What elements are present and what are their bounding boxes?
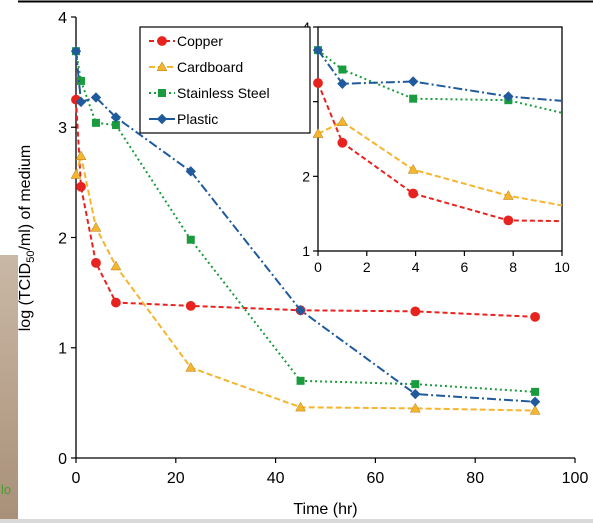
inset-series-line-stainless-steel (317, 49, 563, 114)
main-point-plastic (185, 166, 196, 177)
inset-plot: 02468101234 (302, 19, 570, 275)
main-y-tick-label: 0 (58, 451, 67, 468)
main-series-line-copper (75, 99, 536, 318)
main-point-stainless-steel (76, 76, 85, 85)
legend-label-copper: Copper (177, 33, 223, 49)
main-x-tick-label: 80 (466, 470, 484, 487)
inset-point-copper (408, 188, 419, 199)
main-point-copper (91, 257, 101, 268)
inset-x-tick-label: 10 (554, 259, 570, 275)
legend-label-cardboard: Cardboard (177, 59, 243, 75)
main-series-line-stainless-steel (75, 51, 536, 393)
main-series-line-cardboard (75, 155, 536, 412)
main-point-stainless-steel (531, 387, 540, 396)
main-point-cardboard (110, 260, 122, 271)
y-axis-label-suffix: /ml) of medium (17, 145, 34, 251)
inset-x-tick-label: 8 (509, 259, 517, 275)
main-y-tick-label: 2 (58, 230, 67, 247)
inset-y-tick-label: 1 (302, 243, 310, 259)
x-axis-label: Time (hr) (293, 501, 357, 518)
inset-point-plastic (407, 76, 419, 87)
main-point-stainless-steel (411, 380, 420, 389)
legend-box (139, 26, 311, 134)
inset-point-copper (337, 137, 348, 148)
main-point-plastic (529, 396, 541, 407)
inset-point-copper (313, 78, 323, 88)
inset-point-cardboard (337, 116, 348, 126)
y-axis-label-prefix: log (TCID (17, 263, 34, 331)
main-point-plastic (110, 112, 122, 123)
main-point-plastic (70, 45, 82, 57)
inset-point-plastic (503, 91, 514, 102)
main-y-tick-label: 1 (58, 341, 67, 358)
legend: Copper Cardboard Stainless Steel Plastic (139, 26, 311, 134)
inset-x-tick-label: 0 (314, 259, 322, 275)
main-point-stainless-steel (111, 121, 120, 130)
cropped-image-fragment (0, 255, 18, 523)
main-point-stainless-steel (186, 235, 195, 244)
main-point-cardboard (295, 401, 306, 412)
legend-marker-plastic (156, 113, 168, 125)
main-point-stainless-steel (91, 118, 100, 127)
main-point-stainless-steel (296, 376, 305, 385)
inset-x-tick-label: 2 (363, 259, 371, 275)
main-point-plastic (90, 92, 102, 103)
legend-label-plastic: Plastic (177, 111, 218, 127)
main-point-copper (410, 306, 421, 317)
inset-point-plastic (337, 78, 348, 89)
main-x-tick-label: 0 (72, 470, 81, 487)
inset-point-plastic (312, 44, 324, 56)
legend-marker-copper (157, 36, 167, 46)
main-x-tick-label: 100 (562, 470, 589, 487)
inset-point-cardboard (407, 164, 419, 174)
inset-series-line-copper (317, 82, 563, 223)
y-axis-label: log (TCID50/ml) of medium (17, 145, 37, 332)
legend-label-stainless-steel: Stainless Steel (177, 85, 270, 101)
main-point-copper (76, 181, 86, 192)
y-axis-label-subscript: 50 (25, 251, 37, 263)
cropped-text-fragment: lo (1, 482, 12, 497)
main-point-plastic (295, 305, 306, 316)
main-point-plastic (410, 388, 421, 400)
main-x-tick-label: 60 (367, 470, 385, 487)
main-point-cardboard (529, 405, 541, 415)
main-point-plastic (75, 96, 87, 108)
main-point-cardboard (185, 362, 197, 372)
inset-point-cardboard (502, 190, 514, 200)
main-y-tick-label: 4 (58, 10, 67, 27)
inset-x-tick-label: 4 (412, 259, 420, 275)
main-point-cardboard (90, 222, 102, 232)
inset-y-tick-label: 2 (302, 168, 310, 184)
inset-point-cardboard (312, 128, 324, 138)
main-point-copper (185, 300, 196, 311)
main-x-tick-label: 40 (267, 470, 285, 487)
inset-point-stainless-steel (338, 65, 347, 74)
cropped-border-fragment (0, 519, 593, 523)
inset-frame (317, 26, 563, 252)
main-point-cardboard (75, 150, 87, 160)
inset-series-line-plastic (317, 49, 563, 102)
legend-marker-stainless-steel (158, 89, 166, 97)
inset-point-stainless-steel (409, 94, 418, 103)
legend-marker-cardboard (156, 61, 168, 72)
main-y-tick-label: 3 (58, 120, 67, 137)
main-point-copper (530, 311, 540, 322)
main-point-cardboard (409, 402, 421, 413)
inset-point-copper (503, 215, 514, 226)
main-x-tick-label: 20 (167, 470, 185, 487)
main-point-copper (111, 297, 121, 308)
inset-x-tick-label: 6 (461, 259, 469, 275)
main-point-cardboard (70, 169, 82, 179)
